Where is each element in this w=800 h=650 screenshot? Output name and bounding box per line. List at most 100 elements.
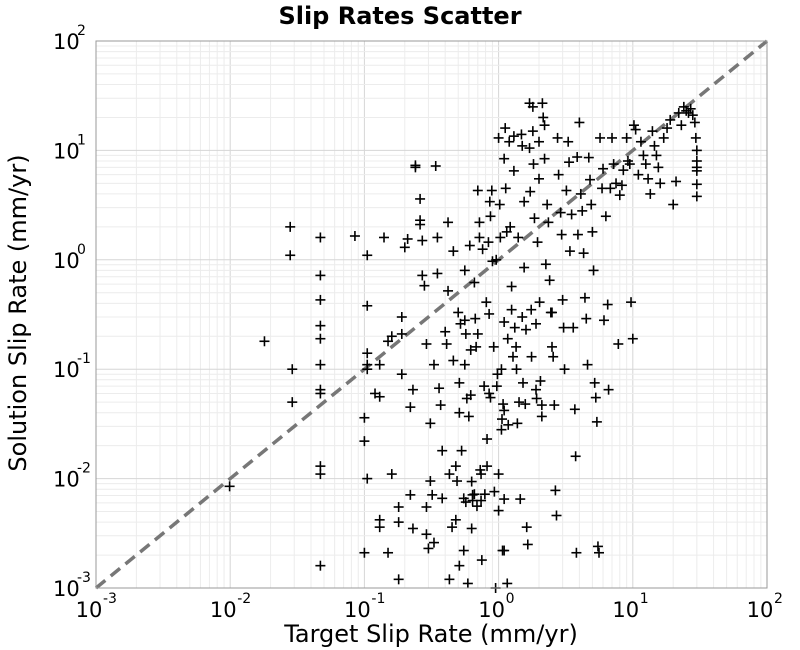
scatter-point: [496, 424, 507, 435]
scatter-point: [393, 517, 404, 528]
scatter-point: [621, 132, 632, 143]
scatter-point: [588, 265, 599, 276]
scatter-point: [527, 101, 538, 112]
scatter-point: [518, 377, 529, 388]
scatter-point: [443, 217, 454, 228]
scatter-point: [538, 112, 549, 123]
scatter-point: [362, 473, 373, 484]
scatter-point: [491, 254, 502, 265]
scatter-point: [513, 232, 524, 243]
scatter-point: [362, 250, 373, 261]
scatter-point: [685, 103, 696, 114]
scatter-point: [479, 489, 490, 500]
y-tick-exponent: -3: [77, 570, 91, 586]
scatter-point: [645, 188, 656, 199]
scatter-point: [494, 199, 505, 210]
scatter-point: [440, 326, 451, 337]
scatter-point: [536, 400, 547, 411]
scatter-point: [315, 359, 326, 370]
scatter-point: [691, 191, 702, 202]
scatter-point: [374, 359, 385, 370]
scatter-point: [539, 120, 550, 131]
scatter-point: [454, 377, 465, 388]
scatter-point: [441, 338, 452, 349]
scatter-point: [315, 270, 326, 281]
scatter-point: [503, 419, 514, 430]
scatter-point: [529, 213, 540, 224]
scatter-point: [437, 493, 448, 504]
scatter-point: [417, 235, 428, 246]
scatter-point: [517, 312, 528, 323]
scatter-point: [469, 277, 480, 288]
scatter-point: [506, 304, 517, 315]
scatter-point: [531, 318, 542, 329]
scatter-point: [526, 351, 537, 362]
scatter-point: [496, 364, 507, 375]
scatter-point: [359, 547, 370, 558]
scatter-point: [515, 494, 526, 505]
scatter-point: [519, 196, 530, 207]
scatter-point: [540, 259, 551, 270]
scatter-point: [399, 242, 410, 253]
scatter-point: [405, 402, 416, 413]
scatter-point: [491, 381, 502, 392]
scatter-point: [651, 150, 662, 161]
scatter-point: [466, 476, 477, 487]
scatter-point: [259, 336, 270, 347]
scatter-point: [605, 183, 616, 194]
y-tick-exponent: -1: [77, 351, 91, 367]
scatter-point: [512, 418, 523, 429]
scatter-point: [501, 226, 512, 237]
x-tick-label: 10: [747, 598, 774, 622]
scatter-point: [459, 359, 470, 370]
y-tick-label: 10: [53, 577, 80, 601]
scatter-point: [532, 237, 543, 248]
scatter-point: [315, 333, 326, 344]
scatter-point: [520, 399, 531, 410]
x-tick-exponent: 2: [774, 591, 783, 607]
scatter-point: [444, 574, 455, 585]
scatter-point: [589, 377, 600, 388]
y-tick-label: 10: [53, 30, 80, 54]
scatter-point: [570, 451, 581, 462]
scatter-point: [396, 328, 407, 339]
scatter-point: [393, 574, 404, 585]
scatter-point: [454, 560, 465, 571]
scatter-point: [509, 322, 520, 333]
scatter-point: [683, 107, 694, 118]
scatter-point: [598, 163, 609, 174]
scatter-point: [415, 193, 426, 204]
scatter-point: [430, 161, 441, 172]
scatter-point: [497, 545, 508, 556]
scatter-point: [556, 229, 567, 240]
scatter-point: [549, 400, 560, 411]
x-tick-labels: 10 -3 10 -2 10 -1 10 0 10 1 10 2: [76, 591, 783, 622]
scatter-point: [627, 333, 638, 344]
scatter-point: [524, 143, 535, 154]
scatter-point: [616, 180, 627, 191]
scatter-point: [521, 522, 532, 533]
y-tick-label: 10: [53, 468, 80, 492]
scatter-point: [577, 205, 588, 216]
scatter-point: [519, 262, 530, 273]
scatter-point: [452, 476, 463, 487]
scatter-point: [539, 153, 550, 164]
scatter-point: [362, 300, 373, 311]
scatter-point: [581, 313, 592, 324]
scatter-point: [691, 145, 702, 156]
scatter-point: [531, 384, 542, 395]
scatter-point: [647, 126, 658, 137]
scatter-point: [315, 320, 326, 331]
scatter-point: [542, 199, 553, 210]
scatter-point: [526, 304, 537, 315]
scatter-point: [591, 416, 602, 427]
scatter-point: [437, 445, 448, 456]
scatter-point: [590, 392, 601, 403]
scatter-point: [668, 199, 679, 210]
scatter-point: [566, 209, 577, 220]
scatter-point: [511, 341, 522, 352]
scatter-point: [405, 489, 416, 500]
scatter-point: [432, 232, 443, 243]
scatter-point: [502, 333, 513, 344]
scatter-point: [349, 231, 360, 242]
